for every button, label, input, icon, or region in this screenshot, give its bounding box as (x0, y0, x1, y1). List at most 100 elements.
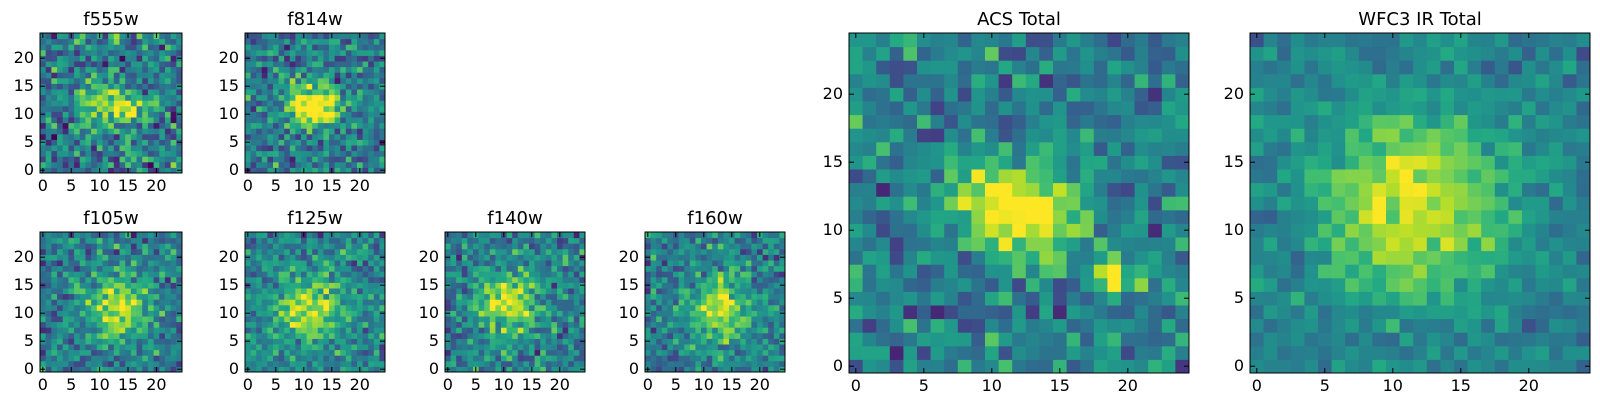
pixel (250, 282, 257, 289)
pixel (1080, 46, 1095, 61)
pixel (1066, 264, 1081, 279)
pixel (876, 332, 891, 347)
pixel (108, 156, 115, 163)
pixel (740, 344, 747, 351)
pixel (136, 260, 143, 267)
y-tick-label: 20 (419, 247, 439, 266)
pixel (301, 293, 308, 300)
y-tick-label: 10 (14, 104, 34, 123)
pixel (667, 248, 674, 255)
pixel (317, 248, 324, 255)
pixel (957, 46, 972, 61)
pixel (944, 128, 959, 143)
pixel (345, 344, 352, 351)
pixel (379, 117, 386, 124)
pixel (489, 248, 496, 255)
pixel (689, 310, 696, 317)
pixel (751, 310, 758, 317)
pixel (706, 310, 713, 317)
pixel (68, 327, 75, 334)
pixel (478, 349, 485, 356)
pixel (351, 299, 358, 306)
pixel (256, 366, 263, 373)
pixel (757, 237, 764, 244)
pixel (917, 182, 932, 197)
pixel (261, 327, 268, 334)
pixel (579, 265, 586, 272)
pixel (512, 265, 519, 272)
pixel (74, 150, 81, 157)
pixel (119, 271, 126, 278)
pixel (136, 310, 143, 317)
pixel (153, 248, 160, 255)
pixel (557, 316, 564, 323)
pixel (579, 344, 586, 351)
pixel (467, 237, 474, 244)
pixel (1345, 223, 1360, 238)
pixel (473, 355, 480, 362)
pixel (512, 360, 519, 367)
pixel (130, 321, 138, 328)
pixel (656, 276, 663, 283)
pixel (478, 293, 485, 300)
pixel (306, 55, 313, 62)
pixel (1175, 209, 1190, 224)
pixel (876, 182, 891, 197)
pixel (368, 105, 375, 112)
pixel (645, 271, 652, 278)
pixel (245, 94, 252, 101)
pixel (108, 49, 115, 56)
pixel (284, 237, 291, 244)
pixel (1134, 345, 1149, 360)
pixel (362, 349, 369, 356)
pixel (1134, 196, 1149, 211)
pixel (113, 145, 121, 152)
pixel (306, 44, 313, 51)
pixel (79, 344, 86, 351)
pixel (1263, 345, 1278, 360)
pixel (102, 139, 109, 146)
pixel (1454, 237, 1469, 252)
pixel (62, 282, 69, 289)
pixel (1053, 250, 1068, 265)
pixel (1426, 250, 1441, 265)
pixel (351, 105, 358, 112)
pixel (334, 133, 341, 140)
pixel (45, 77, 52, 84)
pixel (289, 150, 296, 157)
axes-frame (244, 32, 386, 174)
pixel (159, 316, 166, 323)
pixel (368, 49, 375, 56)
pixel (345, 355, 352, 362)
pixel (473, 310, 480, 317)
pixel (153, 243, 160, 250)
pixel (734, 254, 741, 261)
pixel (695, 310, 702, 317)
pixel (323, 316, 330, 323)
pixel (523, 366, 530, 373)
pixel (523, 293, 530, 300)
pixel (164, 310, 172, 317)
pixel (340, 332, 347, 339)
pixel (695, 304, 702, 311)
pixel (740, 338, 747, 345)
pixel (267, 316, 274, 323)
pixel (971, 114, 986, 129)
pixel (545, 293, 552, 300)
pixel (1012, 128, 1027, 143)
pixel (1039, 114, 1054, 129)
pixel (164, 288, 172, 295)
pixel (45, 299, 52, 306)
pixel (689, 232, 696, 239)
pixel (250, 145, 257, 152)
pixel (278, 44, 285, 51)
pixel (467, 360, 474, 367)
pixel (1066, 155, 1081, 170)
pixel (130, 72, 138, 79)
pixel (1304, 332, 1319, 347)
pixel (450, 344, 457, 351)
pixel (245, 77, 252, 84)
pixel (557, 288, 564, 295)
pixel (773, 360, 780, 367)
pixel (1331, 291, 1346, 306)
